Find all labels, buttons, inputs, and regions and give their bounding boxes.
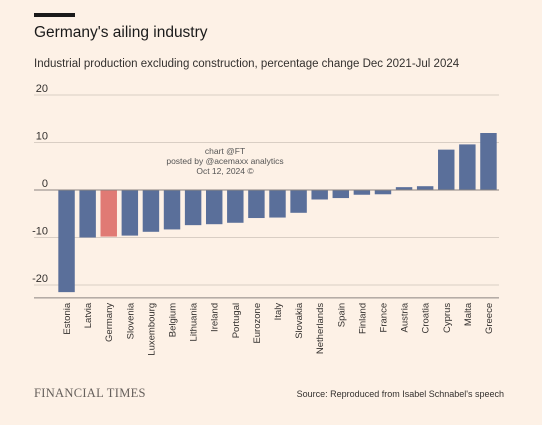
y-tick-label: -10 [32, 226, 48, 238]
watermark-line-3: Oct 12, 2024 © [196, 166, 254, 176]
x-tick-label: Croatia [421, 302, 432, 333]
x-tick-label: Latvia [83, 302, 94, 328]
x-tick-label: Spain [336, 303, 347, 327]
bar-netherlands [311, 190, 328, 200]
x-tick-label: Cyprus [442, 303, 453, 333]
x-tick-label: Ireland [210, 303, 221, 332]
x-tick-label: Italy [273, 303, 284, 321]
y-tick-label: 20 [36, 83, 48, 95]
x-tick-label: Lithuania [189, 302, 200, 341]
x-tick-label: Germany [104, 303, 115, 342]
y-tick-label: -20 [32, 273, 48, 285]
chart-subtitle: Industrial production excluding construc… [34, 58, 460, 70]
source-note: Source: Reproduced from Isabel Schnabel'… [296, 389, 504, 399]
bar-france [374, 190, 392, 195]
x-tick-label: Austria [400, 302, 411, 332]
bar-portugal [227, 190, 244, 223]
bar-estonia [58, 190, 75, 293]
x-tick-label: Slovenia [125, 302, 136, 339]
bar-croatia [416, 186, 434, 190]
ft-header-bar [34, 13, 75, 17]
x-tick-label: Belgium [168, 303, 179, 337]
x-tick-label: Finland [357, 303, 368, 334]
bar-lithuania [184, 190, 202, 226]
x-tick-label: Estonia [62, 302, 73, 334]
watermark-line-1: chart @FT [204, 146, 246, 156]
bar-greece [480, 133, 497, 190]
x-tick-label: France [378, 303, 389, 333]
bar-luxembourg [142, 190, 160, 232]
x-tick-label: Slovakia [294, 302, 305, 339]
x-tick-label: Portugal [231, 303, 242, 338]
bar-cyprus [438, 149, 455, 191]
bar-slovakia [290, 190, 307, 213]
bar-finland [353, 190, 371, 195]
financial-times-logo: FINANCIAL TIMES [34, 386, 146, 400]
chart-title: Germany's ailing industry [34, 24, 208, 41]
bar-eurozone [248, 190, 265, 219]
bar-ireland [205, 190, 223, 225]
bar-spain [332, 190, 350, 199]
x-tick-label: Luxembourg [146, 303, 157, 356]
bar-latvia [79, 190, 96, 238]
watermark-line-2: posted by @acemaxx analytics [166, 156, 284, 166]
bar-slovenia [121, 190, 139, 236]
y-tick-label: 0 [42, 178, 48, 190]
bar-malta [459, 144, 476, 190]
x-tick-label: Eurozone [252, 303, 263, 344]
watermark: chart @FT posted by @acemaxx analytics O… [160, 146, 290, 176]
x-tick-label: Malta [463, 302, 474, 326]
bar-germany [100, 190, 117, 237]
bar-italy [269, 190, 286, 218]
bar-austria [395, 187, 413, 190]
y-tick-label: 10 [36, 131, 48, 143]
x-tick-label: Netherlands [315, 303, 326, 354]
x-tick-label: Greece [484, 303, 495, 334]
bar-belgium [163, 190, 181, 230]
